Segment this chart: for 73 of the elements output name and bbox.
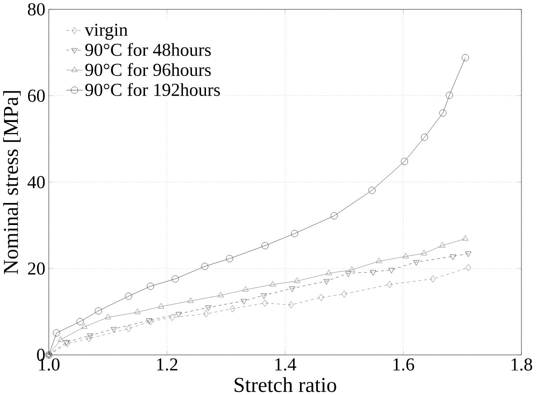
point: [170, 314, 176, 321]
x-tick-label: 1.6: [393, 358, 414, 370]
legend-label: virgin: [84, 24, 128, 40]
point: [420, 250, 428, 256]
point: [289, 286, 296, 292]
point: [368, 186, 376, 194]
point: [261, 242, 269, 250]
point: [52, 329, 60, 336]
y-tick-label: 60: [28, 89, 45, 102]
point: [201, 262, 208, 270]
point: [126, 324, 132, 332]
point: [291, 230, 298, 237]
x-tick-label: 1.4: [275, 358, 296, 370]
legend-label: 90°C for 48hours: [85, 42, 211, 56]
legend-label: 90°C for 192hours: [85, 82, 220, 96]
point: [446, 92, 453, 99]
point: [146, 282, 154, 290]
x-axis-title: Stretch ratio: [234, 377, 336, 392]
point: [218, 292, 224, 298]
point: [388, 268, 395, 274]
point: [370, 270, 376, 276]
point: [134, 308, 141, 314]
point: [421, 134, 428, 141]
point: [462, 54, 469, 62]
point: [439, 109, 446, 116]
point: [86, 334, 92, 342]
point: [176, 312, 182, 318]
point: [462, 235, 468, 240]
point: [188, 297, 194, 303]
point: [87, 333, 94, 339]
point: [260, 293, 267, 299]
point: [450, 254, 456, 260]
x-tick-label: 1.8: [512, 358, 532, 371]
point: [262, 299, 268, 306]
point: [242, 286, 249, 292]
y-axis-title: Nominal stress [MPa]: [3, 91, 21, 274]
point: [205, 305, 212, 311]
point: [270, 280, 276, 286]
point: [240, 298, 247, 304]
point: [125, 292, 132, 300]
point: [465, 251, 472, 257]
point: [323, 279, 330, 284]
point: [376, 257, 382, 263]
point: [413, 260, 420, 266]
point: [326, 270, 332, 276]
point: [230, 305, 236, 312]
point: [294, 277, 300, 283]
point: [439, 242, 446, 248]
point: [203, 310, 209, 318]
point: [172, 275, 179, 282]
point: [288, 301, 294, 308]
point: [81, 323, 88, 329]
point: [94, 307, 102, 314]
point: [110, 326, 117, 332]
point: [158, 302, 164, 308]
point: [400, 158, 408, 165]
point: [104, 314, 112, 320]
y-tick-label: 80: [28, 3, 45, 16]
point: [348, 266, 355, 272]
point: [386, 280, 392, 288]
x-tick-label: 1.2: [157, 358, 178, 370]
point: [430, 275, 436, 282]
legend-label: 90°C for 96hours: [85, 62, 211, 76]
point: [345, 271, 352, 277]
y-tick-label: 20: [28, 262, 45, 275]
point: [330, 212, 338, 220]
point: [341, 290, 347, 298]
point: [76, 318, 84, 326]
point: [58, 336, 64, 342]
y-tick-label: 40: [28, 176, 45, 188]
point: [402, 252, 409, 258]
point: [226, 254, 234, 262]
point: [318, 294, 324, 301]
